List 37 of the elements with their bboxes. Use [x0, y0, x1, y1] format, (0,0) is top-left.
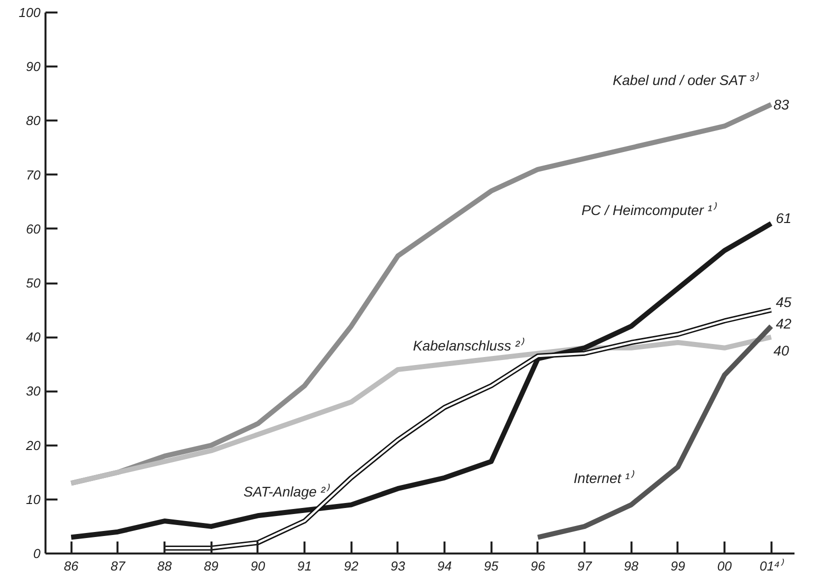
- series-label: Internet ¹⁾: [574, 470, 635, 486]
- y-tick-label: 30: [26, 384, 42, 399]
- x-tick-label: 01⁴⁾: [760, 558, 785, 574]
- y-tick-label: 50: [26, 276, 42, 290]
- y-tick-label: 60: [26, 221, 42, 236]
- x-tick-label: 00: [717, 558, 732, 574]
- x-tick-label: 89: [204, 558, 218, 574]
- y-tick-label: 10: [26, 492, 42, 507]
- x-tick-label: 90: [250, 558, 266, 574]
- x-tick-label: 96: [530, 558, 546, 574]
- y-tick-label: 40: [26, 330, 42, 345]
- x-tick-label: 87: [110, 558, 126, 574]
- x-tick-label: 93: [390, 558, 406, 574]
- y-tick-label: 100: [18, 5, 42, 20]
- y-tick-label: 0: [33, 546, 42, 561]
- data-label: 40: [774, 342, 790, 359]
- x-tick-label: 94: [437, 558, 452, 574]
- y-tick-label: 90: [26, 59, 42, 74]
- y-tick-label: 20: [25, 438, 42, 453]
- data-label: 45: [776, 294, 792, 310]
- x-tick-label: 86: [64, 558, 80, 574]
- data-label: 61: [776, 210, 792, 226]
- y-tick-label: 80: [26, 113, 42, 128]
- x-tick-label: 92: [344, 558, 360, 574]
- x-tick-label: 95: [484, 558, 500, 574]
- data-label: 42: [776, 316, 792, 332]
- series-label: SAT-Anlage ²⁾: [243, 483, 330, 500]
- data-label: 83: [774, 96, 790, 112]
- x-tick-label: 91: [297, 558, 312, 574]
- series-label: Kabelanschluss ²⁾: [413, 337, 525, 354]
- x-tick-label: 98: [624, 558, 640, 574]
- y-tick-label: 70: [26, 167, 42, 182]
- x-tick-label: 97: [577, 558, 592, 574]
- series-label: Kabel und / oder SAT ³⁾: [612, 72, 760, 88]
- x-tick-label: 99: [670, 558, 686, 574]
- x-tick-label: 88: [157, 558, 172, 574]
- text: PC / Heimcomputer ¹⁾: [581, 202, 718, 218]
